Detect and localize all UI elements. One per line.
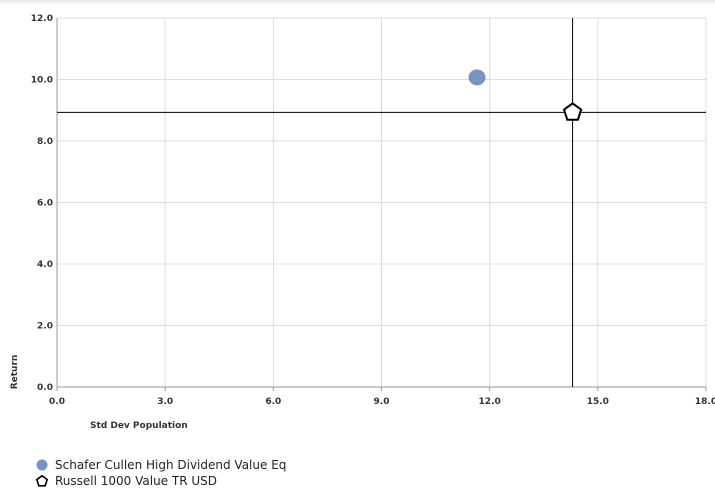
top-gradient-bar — [0, 0, 715, 4]
pentagon-marker-icon — [35, 474, 49, 487]
x-tick-label: 6.0 — [265, 397, 281, 407]
x-tick-label: 0.0 — [49, 397, 65, 407]
x-tick-label: 9.0 — [374, 397, 390, 407]
x-tick-label: 15.0 — [587, 397, 609, 407]
x-tick-label: 3.0 — [157, 397, 173, 407]
x-tick-label: 18.0 — [695, 397, 715, 407]
y-tick-label: 8.0 — [37, 137, 53, 147]
y-tick-label: 6.0 — [37, 199, 53, 209]
legend: Schafer Cullen High Dividend Value Eq Ru… — [35, 457, 286, 489]
circle-marker-icon — [36, 459, 48, 471]
risk-return-scatter-chart: 0.0 3.0 6.0 9.0 12.0 15.0 18.0 0.0 2.0 4.0 6.0 8.0 1… — [10, 14, 715, 431]
tick-labels: 0.0 3.0 6.0 9.0 12.0 15.0 18.0 0.0 2.0 4.0 6.0 8.0 1… — [31, 14, 715, 407]
y-tick-label: 12.0 — [31, 14, 53, 24]
data-points — [468, 69, 583, 121]
legend-item-benchmark[interactable]: Russell 1000 Value TR USD — [35, 473, 286, 489]
x-tick-label: 12.0 — [479, 397, 501, 407]
grid — [57, 17, 707, 387]
fund-point — [468, 69, 486, 86]
legend-label-fund: Schafer Cullen High Dividend Value Eq — [55, 458, 287, 472]
legend-label-benchmark: Russell 1000 Value TR USD — [55, 474, 218, 488]
y-axis-title: Return — [10, 355, 20, 390]
y-tick-label: 0.0 — [37, 383, 53, 393]
axes — [56, 18, 707, 391]
y-tick-label: 4.0 — [37, 260, 53, 270]
x-axis-title: Std Dev Population — [90, 421, 188, 431]
legend-item-fund[interactable]: Schafer Cullen High Dividend Value Eq — [35, 457, 286, 473]
y-tick-label: 10.0 — [31, 76, 53, 86]
benchmark-point — [562, 102, 583, 121]
reference-lines — [57, 18, 706, 387]
y-tick-label: 2.0 — [37, 322, 53, 332]
